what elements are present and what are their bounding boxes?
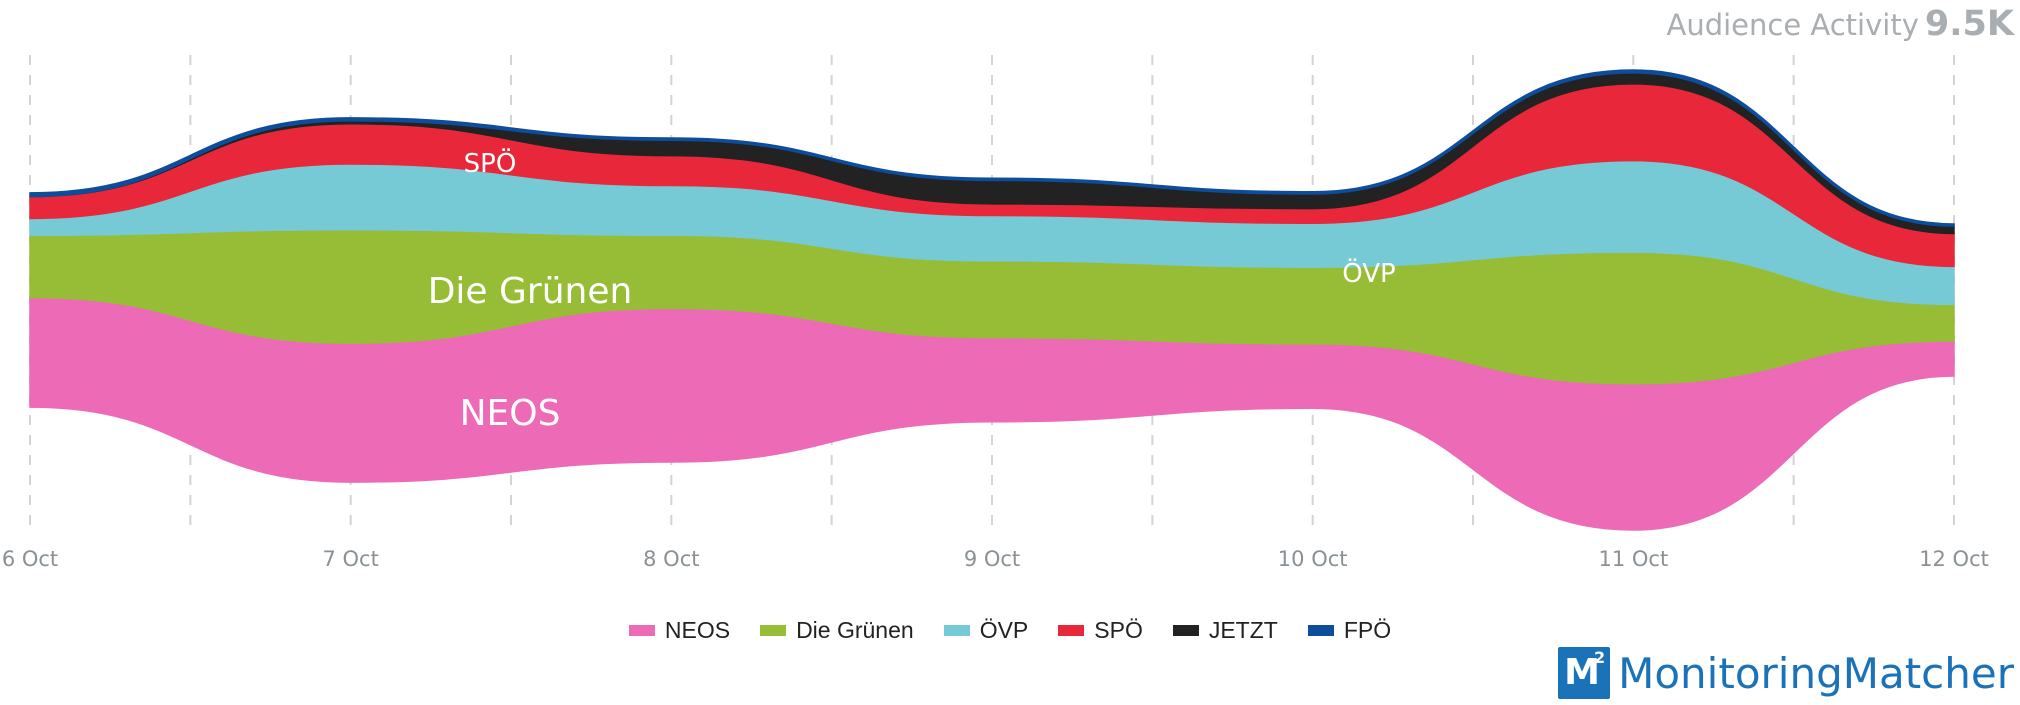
stream-layers [29, 69, 1955, 531]
monitoringmatcher-logo-icon: M 2 [1558, 647, 1611, 699]
legend-item-jetzt[interactable]: JETZT [1172, 616, 1278, 644]
legend-item-oevp[interactable]: ÖVP [943, 616, 1029, 644]
legend-item-neos[interactable]: NEOS [628, 616, 731, 644]
stream-label-oevp: ÖVP [1342, 257, 1395, 289]
legend-label: NEOS [664, 616, 731, 643]
brand-name: MonitoringMatcher [1618, 648, 2014, 698]
stream-labels: NEOS Die Grünen SPÖ ÖVP [428, 147, 1396, 434]
legend-swatch [628, 624, 655, 636]
stream-label-spoe: SPÖ [464, 147, 517, 179]
chart-legend: NEOS Die Grünen ÖVP SPÖ JETZT FPÖ [0, 615, 2020, 645]
legend-label: ÖVP [979, 616, 1029, 643]
legend-label: FPÖ [1343, 616, 1392, 643]
legend-swatch [760, 624, 787, 636]
x-tick-label: 6 Oct [2, 547, 58, 571]
legend-swatch [1172, 624, 1199, 636]
x-tick-label: 11 Oct [1598, 547, 1668, 571]
x-tick-label: 12 Oct [1919, 547, 1989, 571]
chart-title-text: Audience Activity [1666, 8, 1919, 42]
x-tick-label: 10 Oct [1278, 547, 1348, 571]
chart-title: Audience Activity 9.5K [1667, 4, 2015, 44]
legend-item-die-gruenen[interactable]: Die Grünen [760, 617, 914, 644]
legend-swatch [1058, 624, 1085, 636]
legend-label: SPÖ [1094, 616, 1143, 643]
streamgraph-chart: 6 Oct 7 Oct 8 Oct 9 Oct 10 Oct 11 Oct 12 Oct N… [2, 55, 1989, 571]
legend-label: Die Grünen [796, 616, 914, 643]
x-axis-tick-labels: 6 Oct 7 Oct 8 Oct 9 Oct 10 Oct 11 Oct 12 Oct [2, 547, 1989, 571]
brand-watermark: M 2 MonitoringMatcher [1558, 645, 2014, 701]
legend-item-spoe[interactable]: SPÖ [1058, 617, 1143, 644]
chart-title-value: 9.5K [1924, 4, 2014, 44]
legend-item-fpoe[interactable]: FPÖ [1307, 616, 1392, 644]
legend-label: JETZT [1208, 616, 1278, 643]
stream-label-die-gruenen: Die Grünen [428, 271, 633, 312]
stream-label-neos: NEOS [460, 393, 561, 434]
legend-swatch [943, 624, 970, 636]
legend-swatch [1307, 624, 1334, 636]
stream-area-fp- [29, 69, 1955, 227]
x-tick-label: 7 Oct [322, 547, 378, 571]
x-tick-label: 8 Oct [643, 547, 699, 571]
x-tick-label: 9 Oct [964, 547, 1020, 571]
